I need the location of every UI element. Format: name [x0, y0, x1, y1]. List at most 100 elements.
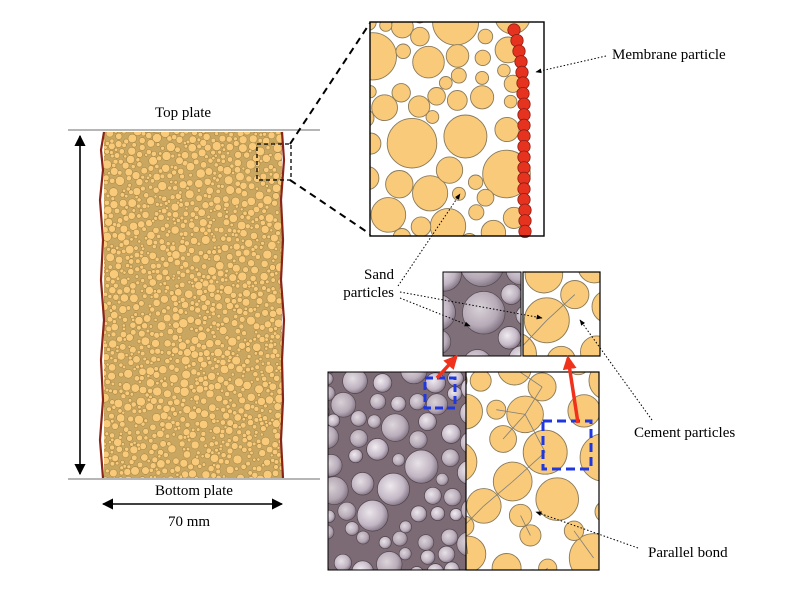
sand-grain	[215, 468, 221, 475]
sand-grain	[156, 288, 162, 294]
sand-grain	[162, 452, 169, 458]
sand-grain	[156, 459, 166, 469]
sand-grain	[201, 132, 206, 134]
sand-grain-photo	[426, 393, 448, 416]
sand-grain	[138, 330, 146, 338]
sand-grain	[195, 400, 200, 405]
sand-grain	[257, 138, 263, 144]
sand-grain	[107, 171, 111, 176]
sand-grain	[116, 335, 123, 343]
sand-grain	[268, 382, 277, 391]
red-arrow-sem	[435, 354, 458, 380]
sand-grain	[255, 465, 263, 472]
sand-grain	[172, 211, 179, 219]
sand-grain	[169, 179, 174, 184]
sand-grain-photo	[424, 486, 442, 505]
sand-grain	[246, 316, 256, 326]
sand-particle	[594, 502, 599, 521]
sand-grain	[134, 316, 144, 325]
sand-grain	[231, 283, 236, 288]
sand-grain	[272, 254, 278, 260]
sand-grain	[249, 225, 254, 230]
sand-grain	[139, 250, 145, 255]
sand-grain	[200, 431, 207, 437]
sand-grain	[261, 234, 267, 240]
sand-grain	[194, 281, 203, 290]
sand-grain	[199, 139, 208, 147]
sand-particle	[591, 292, 600, 322]
sand-grain	[215, 474, 222, 478]
sand-grain	[110, 419, 115, 424]
sand-grain	[115, 132, 123, 140]
sand-particle	[410, 26, 430, 47]
sand-grain	[175, 472, 180, 477]
sand-grain	[140, 132, 147, 137]
sand-grain	[189, 345, 196, 352]
sand-grain	[188, 135, 197, 144]
sand-grain	[104, 152, 106, 157]
sand-grain	[196, 427, 201, 432]
sand-grain	[167, 322, 172, 327]
sand-grain	[109, 356, 114, 361]
sand-grain	[152, 186, 160, 194]
sand-grain	[169, 164, 174, 169]
sand-grain	[234, 328, 241, 335]
sand-grain	[224, 214, 229, 219]
sand-grain	[123, 426, 130, 433]
sand-grain	[127, 183, 132, 188]
sand-grain	[238, 396, 246, 405]
sand-grain	[227, 345, 233, 351]
sand-grain	[258, 357, 263, 362]
sand-grain	[213, 440, 219, 446]
sand-grain	[269, 372, 275, 378]
sand-grain	[109, 350, 115, 356]
sand-grain	[243, 338, 248, 343]
sand-grain	[232, 410, 238, 416]
sand-grain	[218, 444, 224, 449]
sand-grain	[226, 453, 232, 460]
sand-grain	[104, 137, 106, 144]
sand-grain	[146, 251, 150, 256]
sand-grain	[183, 144, 189, 149]
sand-particle	[412, 45, 445, 79]
sand-grain	[215, 359, 221, 364]
sand-grain	[201, 470, 211, 478]
sand-grain	[261, 285, 267, 291]
sand-grain	[132, 367, 137, 372]
sand-grain	[215, 322, 221, 328]
sand-grain	[200, 161, 208, 169]
sand-grain	[136, 350, 141, 355]
sand-grain	[194, 215, 199, 220]
sand-grain	[198, 218, 208, 227]
top-plate-label: Top plate	[155, 105, 212, 121]
sand-grain	[223, 349, 231, 357]
sand-grain	[225, 143, 234, 152]
sand-grain	[165, 275, 171, 281]
sand-grain	[130, 329, 137, 336]
sand-grain	[143, 418, 149, 423]
sand-grain	[243, 132, 252, 136]
sand-grain	[199, 278, 204, 283]
sand-grain	[194, 267, 199, 272]
specimen	[98, 131, 288, 479]
parallel-bond-line	[519, 372, 543, 388]
sand-grain	[193, 394, 200, 402]
sand-grain	[161, 268, 169, 276]
sand-grain	[187, 463, 194, 471]
sand-grain	[125, 230, 132, 237]
sand-grain	[152, 386, 162, 397]
sand-grain	[253, 433, 258, 438]
sand-grain	[272, 400, 277, 405]
sand-grain-photo	[459, 432, 466, 454]
sand-grain	[116, 288, 124, 296]
sand-grain	[132, 187, 142, 196]
sand-grain	[114, 147, 119, 152]
sand-grain	[283, 439, 288, 444]
sand-grain	[107, 264, 113, 270]
sand-grain	[170, 202, 180, 212]
sand-grain	[216, 157, 222, 163]
sand-grain	[104, 431, 109, 436]
sand-grain	[273, 459, 280, 465]
sand-grain	[184, 206, 189, 211]
sand-grain-photo	[441, 423, 462, 444]
